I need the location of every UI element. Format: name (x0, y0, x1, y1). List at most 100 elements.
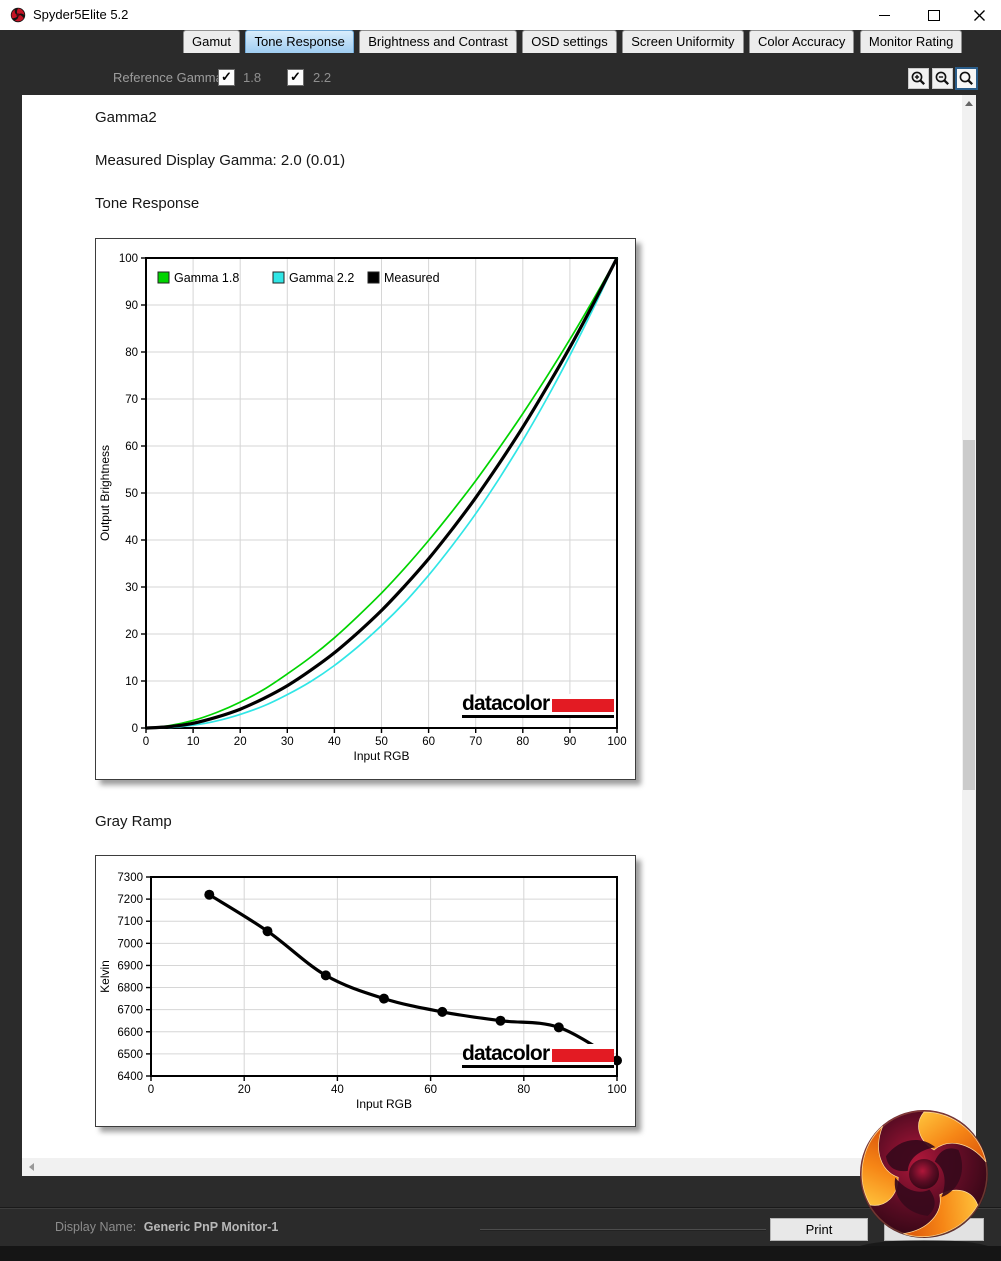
scroll-up-icon (965, 100, 973, 106)
svg-text:6600: 6600 (117, 1027, 143, 1039)
svg-text:70: 70 (125, 394, 138, 406)
svg-text:100: 100 (119, 253, 138, 265)
svg-text:90: 90 (125, 300, 138, 312)
zoom-default-button[interactable] (955, 67, 978, 90)
tab-screen-uniformity[interactable]: Screen Uniformity (622, 30, 744, 53)
svg-text:Measured: Measured (384, 271, 440, 285)
tab-osd-settings[interactable]: OSD settings (522, 30, 617, 53)
scroll-left-button[interactable] (22, 1158, 40, 1176)
zoom-out-button[interactable] (932, 68, 953, 89)
svg-text:40: 40 (125, 535, 138, 547)
gray-ramp-chart-box: 0 20 40 60 80 100 6400 6500 6600 6700 6800 6900 7000… (95, 855, 636, 1127)
gamma-18-label: 1.8 (243, 70, 262, 85)
data-point (262, 926, 273, 937)
gamma-22-label: 2.2 (313, 70, 332, 85)
reference-gamma-checkbox[interactable]: ✓ (287, 69, 304, 86)
gray-ramp-chart: 0 20 40 60 80 100 6400 6500 6600 6700 6800 6900 7000… (98, 872, 627, 1111)
svg-text:80: 80 (125, 347, 138, 359)
svg-text:70: 70 (469, 736, 482, 748)
svg-text:90: 90 (564, 736, 577, 748)
x-axis-label: Input RGB (353, 749, 409, 763)
tab-bar: Gamut Tone Response Brightness and Contr… (183, 30, 963, 53)
close-button[interactable] (956, 0, 1001, 30)
svg-text:7100: 7100 (117, 916, 143, 928)
maximize-icon (928, 9, 940, 21)
display-name-value: Generic PnP Monitor-1 (143, 1220, 279, 1234)
datacolor-logo: datacolor (462, 1042, 615, 1068)
svg-text:7000: 7000 (117, 938, 143, 950)
svg-text:60: 60 (422, 736, 435, 748)
display-name-label: Display Name: (55, 1220, 137, 1234)
svg-text:80: 80 (516, 736, 529, 748)
datacolor-logo: datacolor (462, 692, 615, 718)
gridlines (151, 877, 617, 1076)
svg-text:80: 80 (517, 1084, 530, 1096)
svg-text:100: 100 (607, 1084, 626, 1096)
svg-text:10: 10 (187, 736, 200, 748)
svg-text:6500: 6500 (117, 1049, 143, 1061)
svg-text:50: 50 (375, 736, 388, 748)
data-point (612, 1055, 622, 1066)
series-gamma-1-8 (145, 257, 618, 729)
datacolor-logo-red-bar (552, 699, 615, 712)
vertical-scrollbar-thumb[interactable] (963, 440, 975, 790)
svg-text:20: 20 (125, 629, 138, 641)
data-point (553, 1022, 564, 1033)
reference-gamma-label: Reference Gamma: (113, 70, 227, 85)
datacolor-logo-text: datacolor (462, 1042, 550, 1065)
scroll-up-button[interactable] (962, 95, 976, 111)
tab-tone-response[interactable]: Tone Response (245, 30, 354, 53)
horizontal-scrollbar[interactable] (22, 1158, 976, 1176)
svg-text:20: 20 (238, 1084, 251, 1096)
series-measured (145, 257, 619, 730)
maximize-button[interactable] (911, 0, 957, 30)
close-icon (973, 9, 985, 21)
svg-text:0: 0 (143, 736, 149, 748)
svg-text:30: 30 (125, 582, 138, 594)
minimize-icon (878, 14, 890, 16)
vertical-scrollbar[interactable] (962, 95, 976, 1158)
svg-text:6400: 6400 (117, 1071, 143, 1083)
magnifier-minus-icon (935, 71, 950, 86)
tab-gamut[interactable]: Gamut (183, 30, 241, 53)
datacolor-logo-text: datacolor (462, 692, 550, 715)
tab-brightness-and-contrast[interactable]: Brightness and Contrast (359, 30, 517, 53)
svg-text:10: 10 (125, 676, 138, 688)
gray-ramp-line (208, 893, 618, 1062)
data-point (204, 889, 215, 900)
report-page: Gamma2 Measured Display Gamma: 2.0 (0.01… (22, 95, 962, 1158)
y-axis-label: Kelvin (98, 960, 112, 993)
zoom-in-button[interactable] (908, 68, 929, 89)
svg-text:100: 100 (607, 736, 626, 748)
svg-text:6800: 6800 (117, 983, 143, 995)
print-button[interactable]: Print (770, 1218, 868, 1241)
svg-text:Gamma 1.8: Gamma 1.8 (174, 271, 239, 285)
svg-text:0: 0 (148, 1084, 154, 1096)
tone-response-heading: Tone Response (95, 195, 200, 212)
statusbar-divider-line (0, 1207, 1001, 1208)
svg-text:40: 40 (328, 736, 341, 748)
svg-text:Gamma 2.2: Gamma 2.2 (289, 271, 354, 285)
data-point (379, 993, 389, 1004)
data-point (495, 1015, 506, 1026)
magnifier-icon (959, 71, 974, 86)
tab-monitor-rating[interactable]: Monitor Rating (859, 30, 963, 53)
svg-text:20: 20 (234, 736, 247, 748)
gray-ramp-heading: Gray Ramp (95, 813, 172, 830)
svg-text:0: 0 (132, 723, 138, 735)
data-point (437, 1006, 448, 1017)
data-point (320, 970, 331, 981)
scroll-left-icon (28, 1163, 34, 1171)
y-axis-label: Output Brightness (98, 445, 112, 541)
axes: 0 10 20 30 40 50 60 70 80 90 100 0 10 20 30 40 50 60 70 80 9… (119, 253, 627, 748)
title-bar: Spyder5Elite 5.2 (0, 0, 1001, 30)
display-name: Display Name: Generic PnP Monitor-1 (55, 1220, 278, 1234)
minimize-button[interactable] (861, 0, 907, 30)
legend: Gamma 1.8 Gamma 2.2 Measured (157, 271, 440, 285)
svg-text:60: 60 (424, 1084, 437, 1096)
tab-color-accuracy[interactable]: Color Accuracy (749, 30, 855, 53)
magnifier-plus-icon (911, 71, 926, 86)
reference-gamma-checkbox[interactable]: ✓ (218, 69, 235, 86)
tone-response-chart-box: 0 10 20 30 40 50 60 70 80 90 100 0 10 20 30 40 50 60 70 80 9… (95, 238, 636, 780)
